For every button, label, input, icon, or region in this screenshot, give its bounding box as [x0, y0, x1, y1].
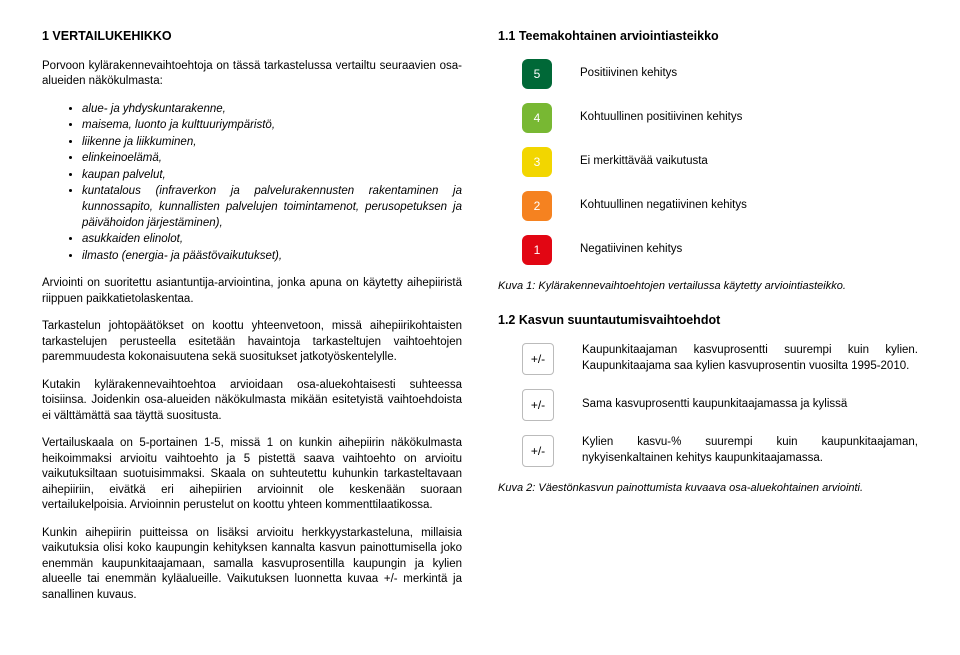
list-item: kuntatalous (infraverkon ja palveluraken… [82, 184, 462, 231]
growth-symbol: +/- [522, 343, 554, 375]
scale-badge-4: 4 [522, 103, 552, 133]
scale-row: 1 Negatiivinen kehitys [498, 235, 918, 265]
section-heading: 1 VERTAILUKEHIKKO [42, 28, 462, 45]
list-item: kaupan palvelut, [82, 168, 462, 184]
growth-row: +/- Kaupunkitaajaman kasvuprosentti suur… [498, 343, 918, 375]
growth-row: +/- Kylien kasvu-% suurempi kuin kaupunk… [498, 435, 918, 467]
scale-label: Positiivinen kehitys [580, 66, 677, 82]
list-item: ilmasto (energia- ja päästövaikutukset), [82, 249, 462, 265]
figure-caption: Kuva 2: Väestönkasvun painottumista kuva… [498, 481, 918, 496]
scale-badge-5: 5 [522, 59, 552, 89]
growth-row: +/- Sama kasvuprosentti kaupunkitaajamas… [498, 389, 918, 421]
rating-scale: 5 Positiivinen kehitys 4 Kohtuullinen po… [498, 59, 918, 265]
scale-row: 5 Positiivinen kehitys [498, 59, 918, 89]
scale-label: Negatiivinen kehitys [580, 242, 682, 258]
scale-badge-3: 3 [522, 147, 552, 177]
scale-row: 4 Kohtuullinen positiivinen kehitys [498, 103, 918, 133]
paragraph: Kunkin aihepiirin puitteissa on lisäksi … [42, 526, 462, 604]
bullet-list: alue- ja yhdyskuntarakenne, maisema, luo… [42, 102, 462, 264]
scale-row: 3 Ei merkittävää vaikutusta [498, 147, 918, 177]
list-item: asukkaiden elinolot, [82, 232, 462, 248]
list-item: maisema, luonto ja kulttuuriympäristö, [82, 118, 462, 134]
growth-symbol: +/- [522, 435, 554, 467]
paragraph: Kutakin kylärakennevaihtoehtoa arvioidaa… [42, 378, 462, 425]
growth-label: Kylien kasvu-% suurempi kuin kaupunkitaa… [582, 435, 918, 466]
paragraph: Arviointi on suoritettu asiantuntija-arv… [42, 276, 462, 307]
scale-label: Kohtuullinen negatiivinen kehitys [580, 198, 747, 214]
list-item: elinkeinoelämä, [82, 151, 462, 167]
growth-label: Sama kasvuprosentti kaupunkitaajamassa j… [582, 397, 847, 413]
list-item: alue- ja yhdyskuntarakenne, [82, 102, 462, 118]
subsection-heading: 1.1 Teemakohtainen arviointiasteikko [498, 28, 918, 45]
paragraph: Vertailuskaala on 5-portainen 1-5, missä… [42, 436, 462, 514]
list-item: liikenne ja liikkuminen, [82, 135, 462, 151]
figure-caption: Kuva 1: Kylärakennevaihtoehtojen vertail… [498, 279, 918, 294]
scale-badge-2: 2 [522, 191, 552, 221]
intro-paragraph: Porvoon kylärakennevaihtoehtoja on tässä… [42, 59, 462, 90]
scale-label: Kohtuullinen positiivinen kehitys [580, 110, 742, 126]
growth-symbol: +/- [522, 389, 554, 421]
scale-badge-1: 1 [522, 235, 552, 265]
scale-label: Ei merkittävää vaikutusta [580, 154, 708, 170]
growth-label: Kaupunkitaajaman kasvuprosentti suurempi… [582, 343, 918, 374]
subsection-heading: 1.2 Kasvun suuntautumisvaihtoehdot [498, 312, 918, 329]
scale-row: 2 Kohtuullinen negatiivinen kehitys [498, 191, 918, 221]
paragraph: Tarkastelun johtopäätökset on koottu yht… [42, 319, 462, 366]
growth-options: +/- Kaupunkitaajaman kasvuprosentti suur… [498, 343, 918, 467]
